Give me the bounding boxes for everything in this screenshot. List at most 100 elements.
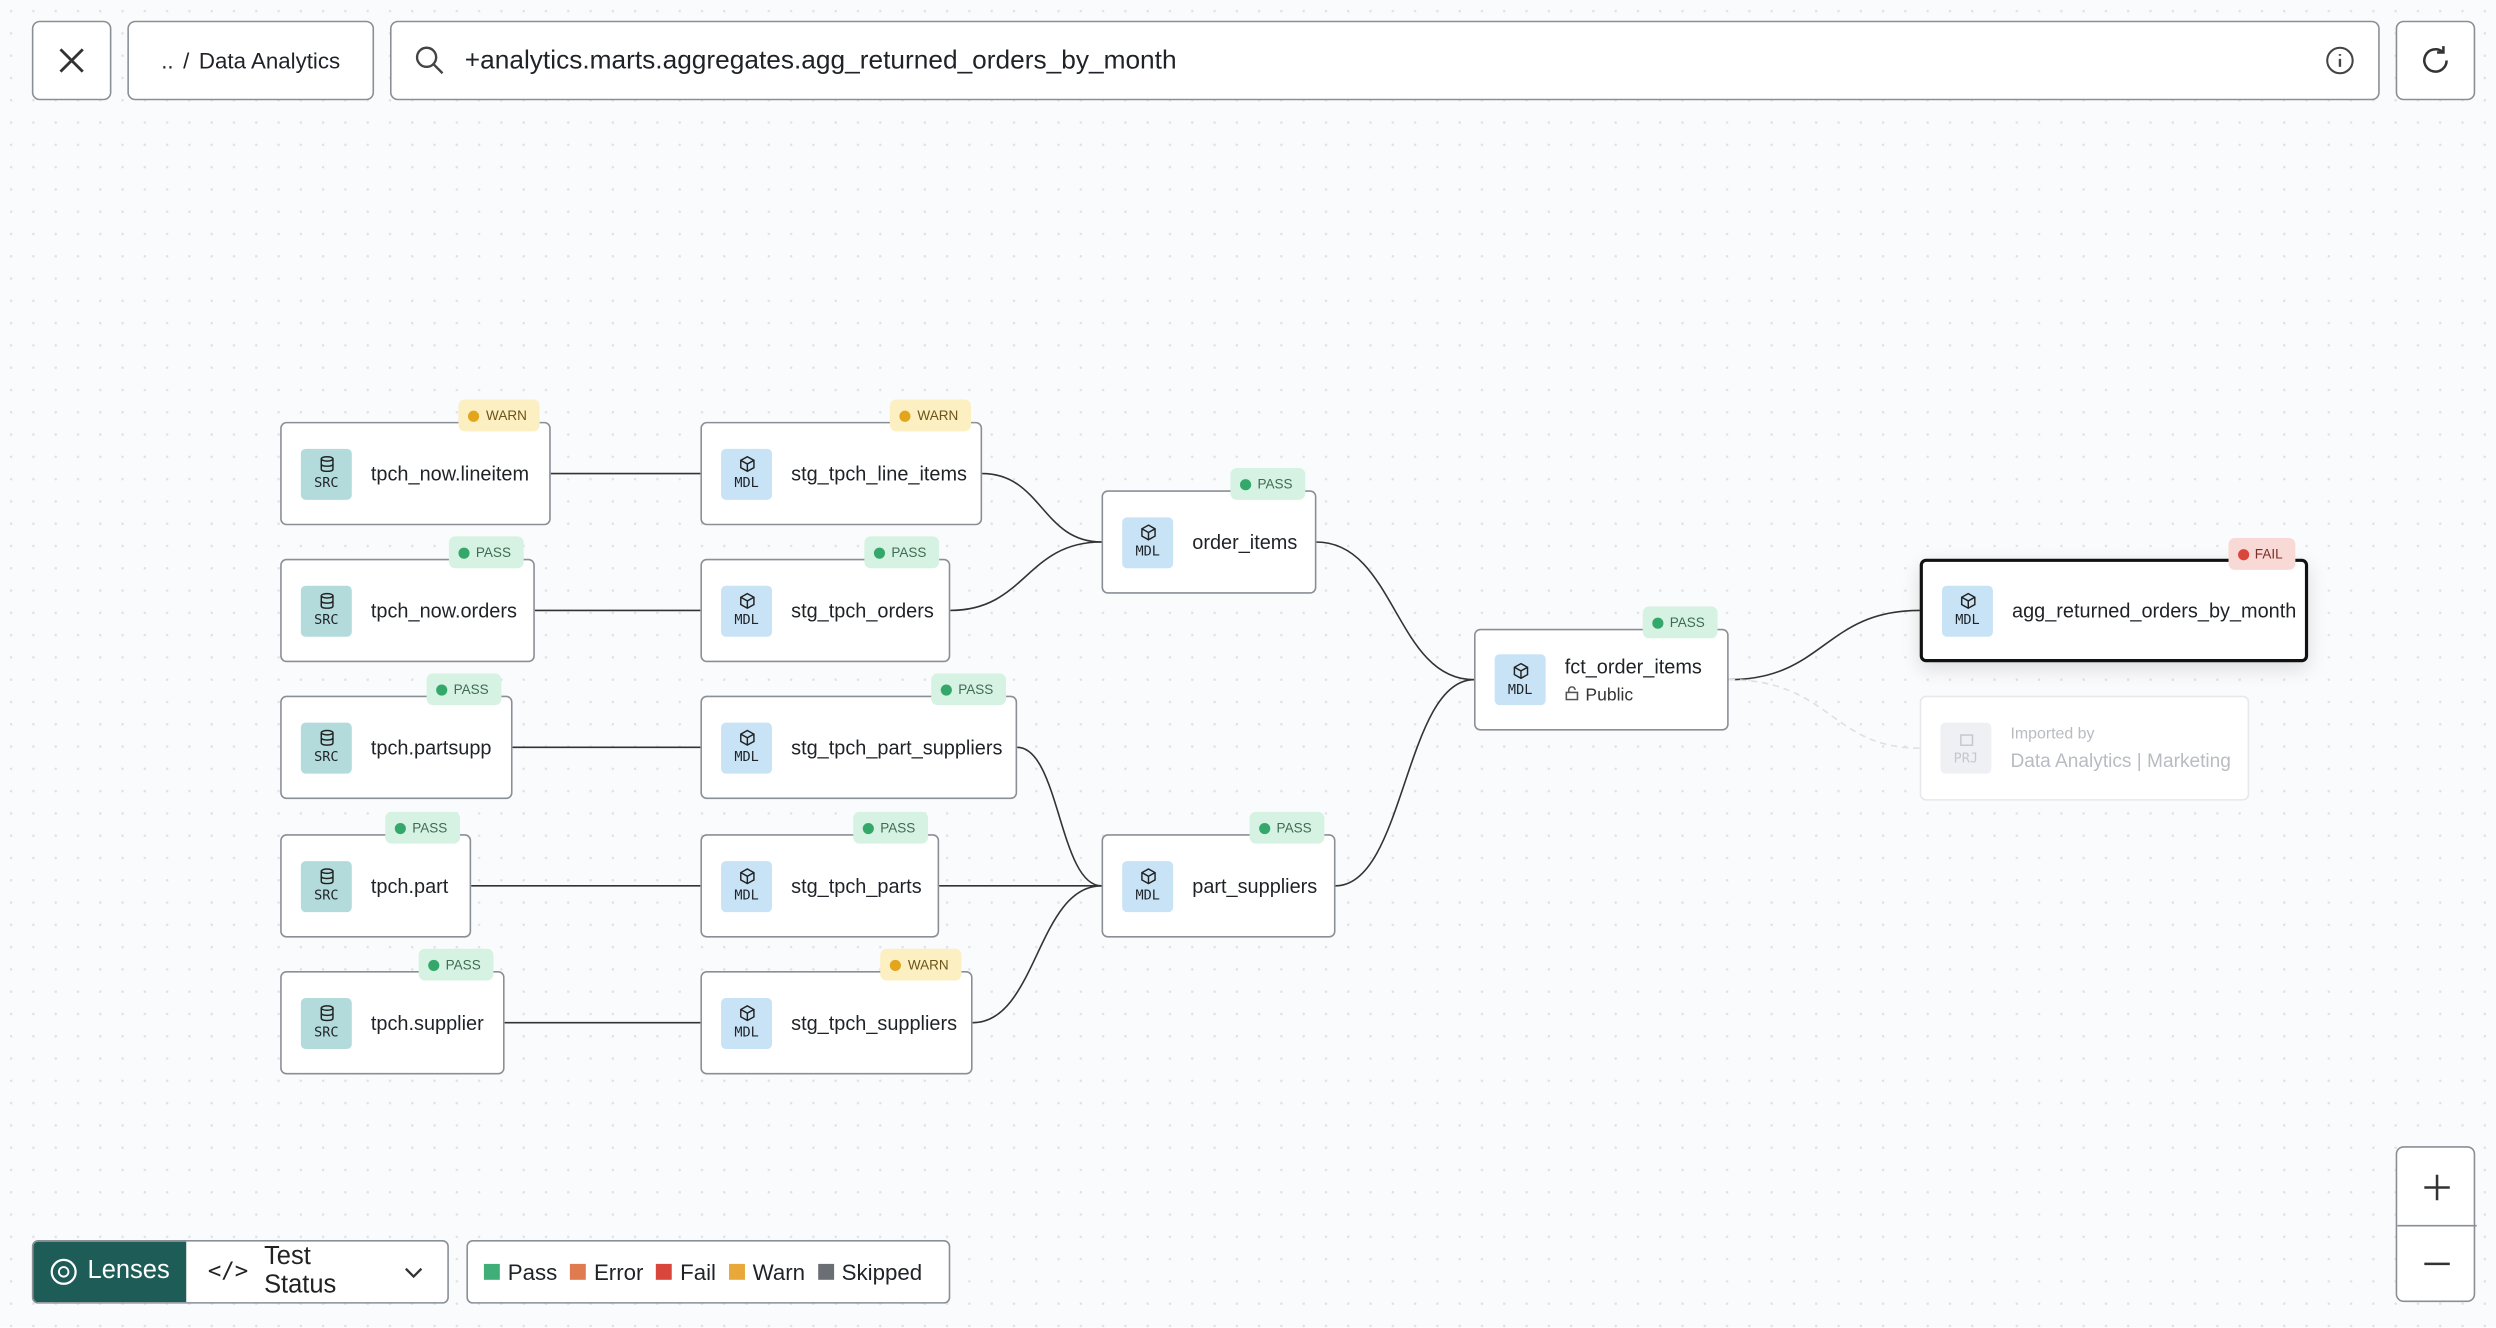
status-text: PASS [880,819,916,836]
breadcrumb[interactable]: .. / Data Analytics [127,20,375,101]
imported-node[interactable]: PRJ Imported by Data Analytics | Marketin… [1919,695,2250,801]
status-dot [873,546,885,558]
lens-selector[interactable]: Lenses </> Test Status [31,1240,449,1304]
node[interactable]: MDL stg_tpch_suppliers WARN [700,948,973,1075]
node-icon: MDL [1494,654,1546,706]
search-bar[interactable]: +analytics.marts.aggregates.agg_returned… [389,20,2380,101]
imported-label: Data Analytics | Marketing [2010,748,2231,772]
node[interactable]: MDL stg_tpch_part_suppliers PASS [700,673,1018,800]
lens-dropdown[interactable]: </> Test Status [186,1242,448,1302]
lenses-button[interactable]: Lenses [33,1241,186,1303]
node[interactable]: SRC tpch.part PASS [280,811,472,938]
search-query[interactable]: +analytics.marts.aggregates.agg_returned… [464,45,1177,75]
node-text: tpch.supplier [371,1012,484,1034]
legend-item: Warn [728,1259,806,1285]
lens-label: Test Status [264,1243,337,1299]
status-badge: WARN [890,399,971,432]
node-sublabel-row: Public [1565,685,1702,704]
node-label: tpch_now.lineitem [370,462,530,485]
status-dot [862,822,874,834]
node-kind: MDL [1507,682,1533,699]
node[interactable]: MDL stg_tpch_orders PASS [700,536,951,663]
status-text: PASS [475,544,511,561]
node-label: tpch.supplier [370,1011,484,1034]
status-text: PASS [1257,475,1293,492]
lenses-label: Lenses [87,1257,170,1285]
node-kind: MDL [734,749,759,766]
legend-label: Fail [680,1259,717,1285]
node[interactable]: SRC tpch.partsupp PASS [280,673,513,800]
node-kind: MDL [734,612,759,629]
node-label: tpch_now.orders [370,599,517,622]
node-text: part_suppliers [1192,875,1317,897]
node-kind: MDL [1955,612,1980,629]
node-text: stg_tpch_line_items [791,462,967,484]
node[interactable]: MDL part_suppliers PASS [1101,811,1336,938]
node[interactable]: SRC tpch_now.orders PASS [280,536,535,663]
node[interactable]: MDL stg_tpch_line_items WARN [700,399,983,526]
node-kind: SRC [314,1025,339,1042]
node-kind: SRC [314,612,339,629]
node-text: order_items [1192,531,1297,553]
node[interactable]: SRC tpch_now.lineitem WARN [280,399,551,526]
node[interactable]: MDL agg_returned_orders_by_month FAIL [1919,538,2309,663]
refresh-button[interactable] [2395,20,2476,101]
status-text: PASS [958,681,994,698]
status-dot [436,683,448,695]
status-badge: PASS [448,536,524,569]
node-label: fct_order_items [1564,655,1702,678]
status-text: WARN [917,407,959,424]
status-badge: PASS [426,673,502,706]
node[interactable]: SRC tpch.supplier PASS [280,948,505,1075]
status-badge: PASS [931,673,1007,706]
node-text: tpch.partsupp [371,736,492,758]
legend-label: Warn [752,1259,806,1285]
legend-item: Skipped [817,1259,922,1285]
node-text: agg_returned_orders_by_month [2012,599,2296,621]
node[interactable]: MDL order_items PASS [1101,467,1317,594]
node-label: order_items [1192,530,1298,554]
status-dot [2237,548,2249,560]
node-icon: MDL [1941,584,1993,636]
node[interactable]: MDL fct_order_items Public PASS [1474,606,1729,731]
node-label: tpch.partsupp [370,736,492,759]
node-text: stg_tpch_suppliers [791,1012,957,1034]
status-badge: PASS [1642,606,1718,639]
node-label: agg_returned_orders_by_month [2012,599,2297,622]
status-text: FAIL [2254,545,2283,562]
status-text: PASS [1669,614,1705,631]
node[interactable]: MDL stg_tpch_parts PASS [700,811,940,938]
node-kind: MDL [734,475,759,492]
node-icon: MDL [721,448,773,500]
node-icon: SRC [300,721,352,773]
node-text: tpch.part [371,875,448,897]
edge [1017,746,1102,887]
edge [1335,678,1475,887]
node-kind: MDL [734,888,759,905]
node-kind: MDL [1135,544,1160,561]
status-text: PASS [412,819,448,836]
edge [1316,541,1475,681]
close-button[interactable] [31,20,112,101]
info-icon[interactable] [2324,45,2356,77]
status-dot [1652,616,1664,628]
edge [972,885,1102,1024]
node-icon: MDL [721,860,773,912]
status-text: WARN [486,407,527,424]
node-text: tpch_now.lineitem [371,462,529,484]
node-label: tpch.part [370,874,449,897]
status-badge: PASS [1230,467,1306,500]
status-text: PASS [453,681,489,698]
status-text: PASS [891,544,927,561]
node-kind: SRC [314,749,339,766]
breadcrumb-up[interactable]: .. [161,47,174,74]
zoom-controls [2395,1146,2477,1303]
legend: Pass Error Fail Warn Skipped [466,1240,951,1304]
status-dot [890,959,902,971]
status-dot [1259,822,1271,834]
breadcrumb-project[interactable]: Data Analytics [198,47,341,74]
node-sublabel: Public [1585,685,1634,705]
node-icon: MDL [721,721,773,773]
